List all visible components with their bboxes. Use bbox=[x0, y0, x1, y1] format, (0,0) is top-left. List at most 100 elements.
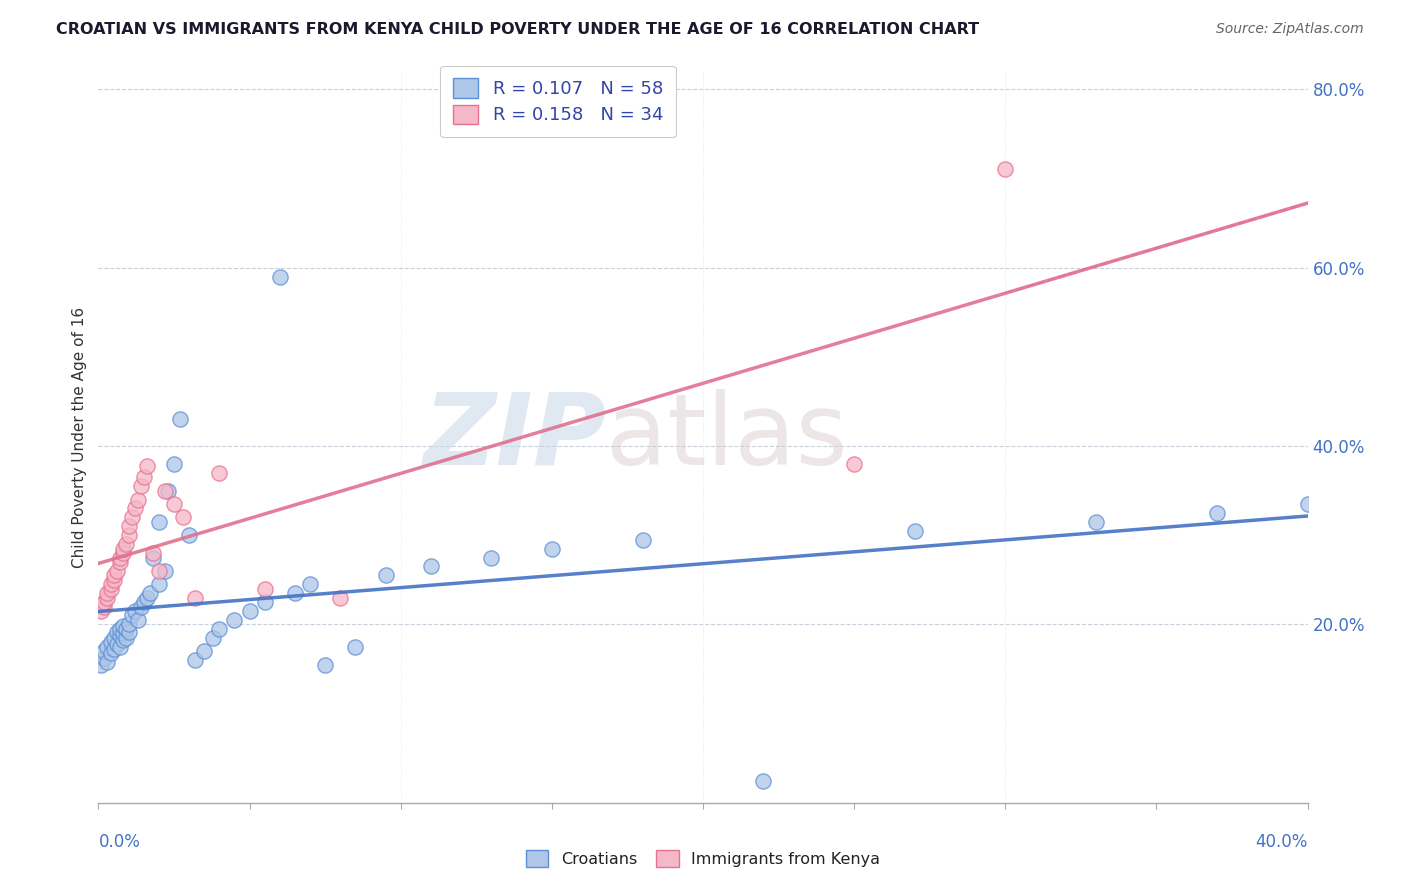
Point bbox=[121, 608, 143, 623]
Point bbox=[208, 466, 231, 480]
Point bbox=[169, 412, 191, 426]
Point bbox=[105, 637, 128, 651]
Point bbox=[202, 631, 225, 645]
Point bbox=[90, 657, 112, 672]
Point bbox=[103, 642, 125, 657]
Point bbox=[108, 550, 131, 565]
Point bbox=[100, 635, 122, 649]
Point bbox=[111, 541, 134, 556]
Point bbox=[420, 559, 443, 574]
Point bbox=[118, 528, 141, 542]
Point bbox=[135, 591, 157, 605]
Point bbox=[148, 564, 170, 578]
Point bbox=[163, 497, 186, 511]
Point bbox=[752, 773, 775, 788]
Point bbox=[111, 633, 134, 648]
Point bbox=[108, 622, 131, 636]
Point bbox=[111, 619, 134, 633]
Point bbox=[121, 510, 143, 524]
Point bbox=[239, 604, 262, 618]
Point bbox=[540, 541, 562, 556]
Point bbox=[844, 457, 866, 471]
Point bbox=[1085, 515, 1108, 529]
Point bbox=[105, 564, 128, 578]
Point bbox=[1206, 506, 1229, 520]
Point bbox=[1296, 497, 1319, 511]
Point bbox=[269, 269, 291, 284]
Point bbox=[253, 582, 276, 596]
Point bbox=[148, 515, 170, 529]
Point bbox=[148, 577, 170, 591]
Point bbox=[132, 470, 155, 484]
Point bbox=[127, 613, 149, 627]
Legend: R = 0.107   N = 58, R = 0.158   N = 34: R = 0.107 N = 58, R = 0.158 N = 34 bbox=[440, 66, 676, 137]
Point bbox=[103, 631, 125, 645]
Point bbox=[374, 568, 396, 582]
Point bbox=[224, 613, 246, 627]
Point bbox=[314, 657, 336, 672]
Point bbox=[139, 586, 162, 600]
Point bbox=[93, 595, 115, 609]
Point bbox=[631, 533, 654, 547]
Point bbox=[163, 457, 186, 471]
Text: Source: ZipAtlas.com: Source: ZipAtlas.com bbox=[1216, 22, 1364, 37]
Point bbox=[118, 617, 141, 632]
Point bbox=[93, 599, 115, 614]
Point bbox=[172, 510, 194, 524]
Y-axis label: Child Poverty Under the Age of 16: Child Poverty Under the Age of 16 bbox=[72, 307, 87, 567]
Point bbox=[284, 586, 307, 600]
Point bbox=[114, 622, 136, 636]
Point bbox=[208, 622, 231, 636]
Text: ZIP: ZIP bbox=[423, 389, 606, 485]
Point bbox=[193, 644, 215, 658]
Point bbox=[344, 640, 367, 654]
Point bbox=[184, 653, 207, 667]
Legend: Croatians, Immigrants from Kenya: Croatians, Immigrants from Kenya bbox=[519, 844, 887, 873]
Point bbox=[100, 577, 122, 591]
Point bbox=[118, 624, 141, 639]
Point bbox=[129, 599, 152, 614]
Point bbox=[108, 640, 131, 654]
Point bbox=[105, 624, 128, 639]
Point bbox=[93, 644, 115, 658]
Point bbox=[100, 582, 122, 596]
Point bbox=[142, 546, 165, 560]
Point bbox=[124, 501, 146, 516]
Text: CROATIAN VS IMMIGRANTS FROM KENYA CHILD POVERTY UNDER THE AGE OF 16 CORRELATION : CROATIAN VS IMMIGRANTS FROM KENYA CHILD … bbox=[56, 22, 980, 37]
Point bbox=[124, 604, 146, 618]
Point bbox=[329, 591, 352, 605]
Point bbox=[96, 591, 118, 605]
Point bbox=[904, 524, 927, 538]
Text: atlas: atlas bbox=[606, 389, 848, 485]
Point bbox=[135, 458, 157, 473]
Point bbox=[93, 651, 115, 665]
Point bbox=[132, 595, 155, 609]
Point bbox=[111, 626, 134, 640]
Point bbox=[153, 564, 176, 578]
Text: 40.0%: 40.0% bbox=[1256, 833, 1308, 851]
Point bbox=[111, 546, 134, 560]
Point bbox=[114, 631, 136, 645]
Point bbox=[118, 519, 141, 533]
Point bbox=[103, 568, 125, 582]
Point bbox=[153, 483, 176, 498]
Point bbox=[90, 604, 112, 618]
Point bbox=[184, 591, 207, 605]
Point bbox=[299, 577, 322, 591]
Point bbox=[96, 655, 118, 669]
Point bbox=[129, 479, 152, 493]
Point bbox=[114, 537, 136, 551]
Point bbox=[96, 640, 118, 654]
Point bbox=[96, 586, 118, 600]
Point bbox=[127, 492, 149, 507]
Point bbox=[481, 550, 503, 565]
Point bbox=[100, 646, 122, 660]
Point bbox=[994, 162, 1017, 177]
Point bbox=[179, 528, 201, 542]
Point bbox=[103, 573, 125, 587]
Point bbox=[142, 550, 165, 565]
Text: 0.0%: 0.0% bbox=[98, 833, 141, 851]
Point bbox=[108, 628, 131, 642]
Point bbox=[156, 483, 179, 498]
Point bbox=[253, 595, 276, 609]
